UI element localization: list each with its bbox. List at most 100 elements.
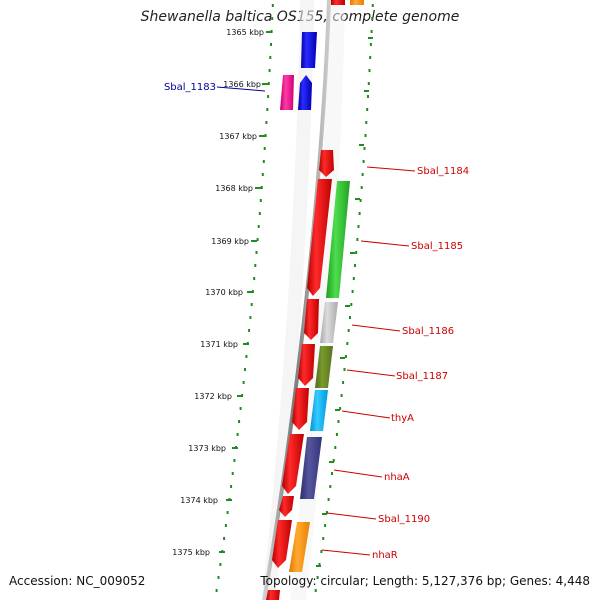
gene-arrow-red (266, 590, 280, 600)
guide-dot (270, 43, 272, 46)
sbal-1183-feature (280, 75, 294, 110)
guide-dot (223, 537, 226, 540)
accession-text: Accession: NC_009052 (9, 574, 146, 588)
guide-dot (354, 264, 356, 267)
guide-dot (224, 524, 227, 527)
guide-dot (217, 576, 220, 579)
guide-dot (337, 420, 340, 423)
guide-dot (215, 589, 218, 592)
ruler-tick-label: 1366 kbp (223, 80, 261, 89)
guide-dot (248, 329, 251, 332)
guide-dot (350, 303, 353, 306)
guide-dot (266, 108, 269, 111)
gene-arrow-partial (331, 0, 345, 5)
gene-label-sbal-1185[interactable]: Sbal_1185 (411, 241, 463, 252)
ruler-tick-label: 1365 kbp (226, 28, 264, 37)
guide-dot (351, 290, 354, 293)
guide-dot (360, 186, 363, 189)
gene-label-thyA[interactable]: thyA (391, 413, 414, 424)
guide-dot (259, 199, 262, 202)
guide-dot (230, 485, 233, 488)
guide-dot (318, 563, 321, 566)
guide-dot (342, 381, 345, 384)
guide-dot (267, 82, 270, 85)
guide-dot (329, 485, 332, 488)
guide-dot (369, 43, 372, 46)
label-connectors (216, 86, 416, 556)
guide-dot (314, 589, 317, 592)
guide-dot (371, 4, 374, 7)
forward-track-band (262, 0, 314, 600)
ruler-tick-label: 1369 kbp (211, 237, 249, 246)
guide-dot (347, 329, 350, 332)
left-dotted-guide (215, 4, 274, 592)
sbal-1187-feature (315, 346, 333, 388)
guide-dot (238, 420, 241, 423)
gene-label-nhaR[interactable]: nhaR (372, 550, 398, 561)
guide-dot (361, 173, 364, 176)
thyA-feature (310, 390, 328, 431)
guide-dot (332, 459, 335, 462)
guide-dot (367, 82, 370, 85)
guide-dot (253, 277, 256, 280)
gene-arrow-red (272, 520, 292, 568)
guide-dot (334, 446, 337, 449)
guide-dot (369, 56, 372, 59)
gene-label-nhaA[interactable]: nhaA (384, 472, 410, 483)
gene-arrow-blue (301, 32, 317, 68)
gene-arrow-red (307, 179, 332, 296)
guide-dot (346, 342, 349, 345)
guide-dot (271, 17, 274, 20)
guide-dot (371, 17, 374, 20)
guide-dot (271, 4, 274, 7)
guide-dot (366, 108, 369, 111)
gene-label-sbal-1187[interactable]: Sbal_1187 (396, 371, 448, 382)
guide-dot (324, 524, 327, 527)
gene-arrow-blue (298, 75, 312, 110)
guide-dot (242, 381, 245, 384)
gene-label-sbal-1184[interactable]: Sbal_1184 (417, 166, 469, 177)
guide-dot (343, 368, 346, 371)
gene-label-sbal-1190[interactable]: Sbal_1190 (378, 514, 430, 525)
guide-dot (340, 394, 343, 397)
gene-arrow-red (292, 388, 309, 430)
guide-dot (257, 225, 260, 228)
gene-label-sbal-1186[interactable]: Sbal_1186 (402, 326, 454, 337)
guide-dot (325, 511, 328, 514)
guide-dot (355, 251, 358, 254)
guide-dot (256, 238, 259, 241)
guide-dot (358, 212, 361, 215)
guide-dot (365, 121, 368, 124)
nhaA-feature (300, 437, 322, 499)
guide-dot (327, 498, 330, 501)
guide-dot (249, 316, 252, 319)
genome-summary-text: Topology: circular; Length: 5,127,376 bp… (260, 574, 590, 588)
guide-dot (268, 69, 271, 72)
guide-dot (367, 95, 369, 98)
guide-dot (231, 472, 234, 475)
guide-dot (364, 134, 367, 137)
nhaR-feature (289, 522, 310, 572)
ruler-tick-label: 1374 kbp (180, 496, 218, 505)
guide-dot (263, 147, 266, 150)
ruler-tick-label: 1367 kbp (219, 132, 257, 141)
gene-arrow-red (298, 344, 315, 386)
guide-dot (250, 303, 253, 306)
guide-dot (254, 264, 257, 267)
guide-dot (245, 355, 248, 358)
guide-dot (255, 251, 258, 254)
guide-dot (349, 316, 351, 319)
guide-dot (262, 160, 265, 163)
ruler: 1365 kbp 1366 kbp 1367 kbp 1368 kbp 1369… (172, 28, 272, 557)
ruler-tick-label: 1372 kbp (194, 392, 232, 401)
guide-dot (368, 69, 371, 72)
guide-dot (261, 173, 264, 176)
guide-dot (226, 511, 229, 514)
guide-dot (331, 472, 333, 475)
gene-arrow-red (319, 150, 334, 177)
guide-dot (370, 30, 373, 33)
gene-label-sbal-1183[interactable]: Sbal_1183 (164, 82, 216, 93)
guide-dot (265, 121, 268, 124)
guide-dot (269, 56, 272, 59)
